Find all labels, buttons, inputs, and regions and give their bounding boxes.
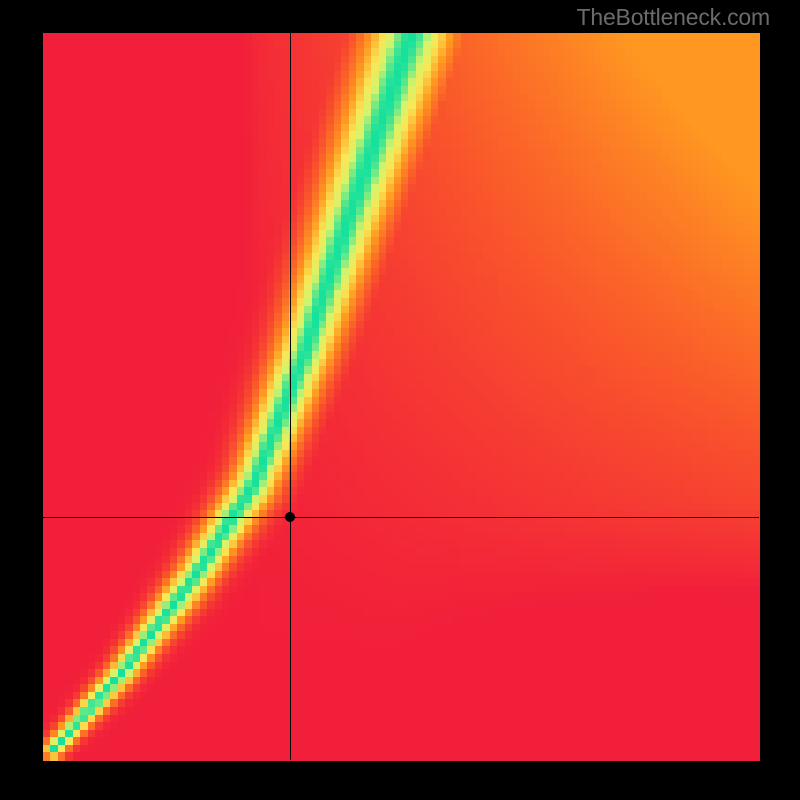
crosshair-vertical: [290, 33, 291, 760]
stage: TheBottleneck.com: [0, 0, 800, 800]
selection-dot: [285, 512, 295, 522]
bottleneck-heatmap: [43, 33, 759, 760]
crosshair-horizontal: [43, 517, 759, 518]
watermark-text: TheBottleneck.com: [577, 4, 770, 31]
